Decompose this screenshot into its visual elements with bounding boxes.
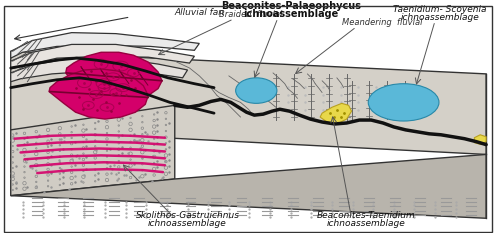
Text: Alluvial fan: Alluvial fan xyxy=(174,8,224,17)
Text: ichnoassemblage: ichnoassemblage xyxy=(327,219,406,228)
Text: ichnoassemblage: ichnoassemblage xyxy=(400,13,479,22)
Polygon shape xyxy=(10,51,486,154)
Text: ichnoassemblage: ichnoassemblage xyxy=(148,219,227,228)
Text: Meandering  fluvial: Meandering fluvial xyxy=(342,18,422,27)
Text: Taenidium- Scoyenia: Taenidium- Scoyenia xyxy=(393,5,486,14)
Ellipse shape xyxy=(236,78,277,103)
Polygon shape xyxy=(320,103,352,124)
Text: Braided  fluvial: Braided fluvial xyxy=(219,10,282,19)
Text: ichnoassemblage: ichnoassemblage xyxy=(243,9,338,19)
Polygon shape xyxy=(474,135,486,145)
Text: Beaconites-Palaeophycus: Beaconites-Palaeophycus xyxy=(220,1,360,11)
Polygon shape xyxy=(10,45,194,69)
Ellipse shape xyxy=(368,84,439,121)
Polygon shape xyxy=(49,69,148,119)
Polygon shape xyxy=(10,58,188,82)
Text: Beaconites-Taenidium: Beaconites-Taenidium xyxy=(317,211,416,220)
Polygon shape xyxy=(10,154,486,218)
Text: Skolithos-Gastruichnus: Skolithos-Gastruichnus xyxy=(136,211,240,220)
Polygon shape xyxy=(10,33,200,58)
Polygon shape xyxy=(66,52,162,101)
Polygon shape xyxy=(10,105,175,196)
